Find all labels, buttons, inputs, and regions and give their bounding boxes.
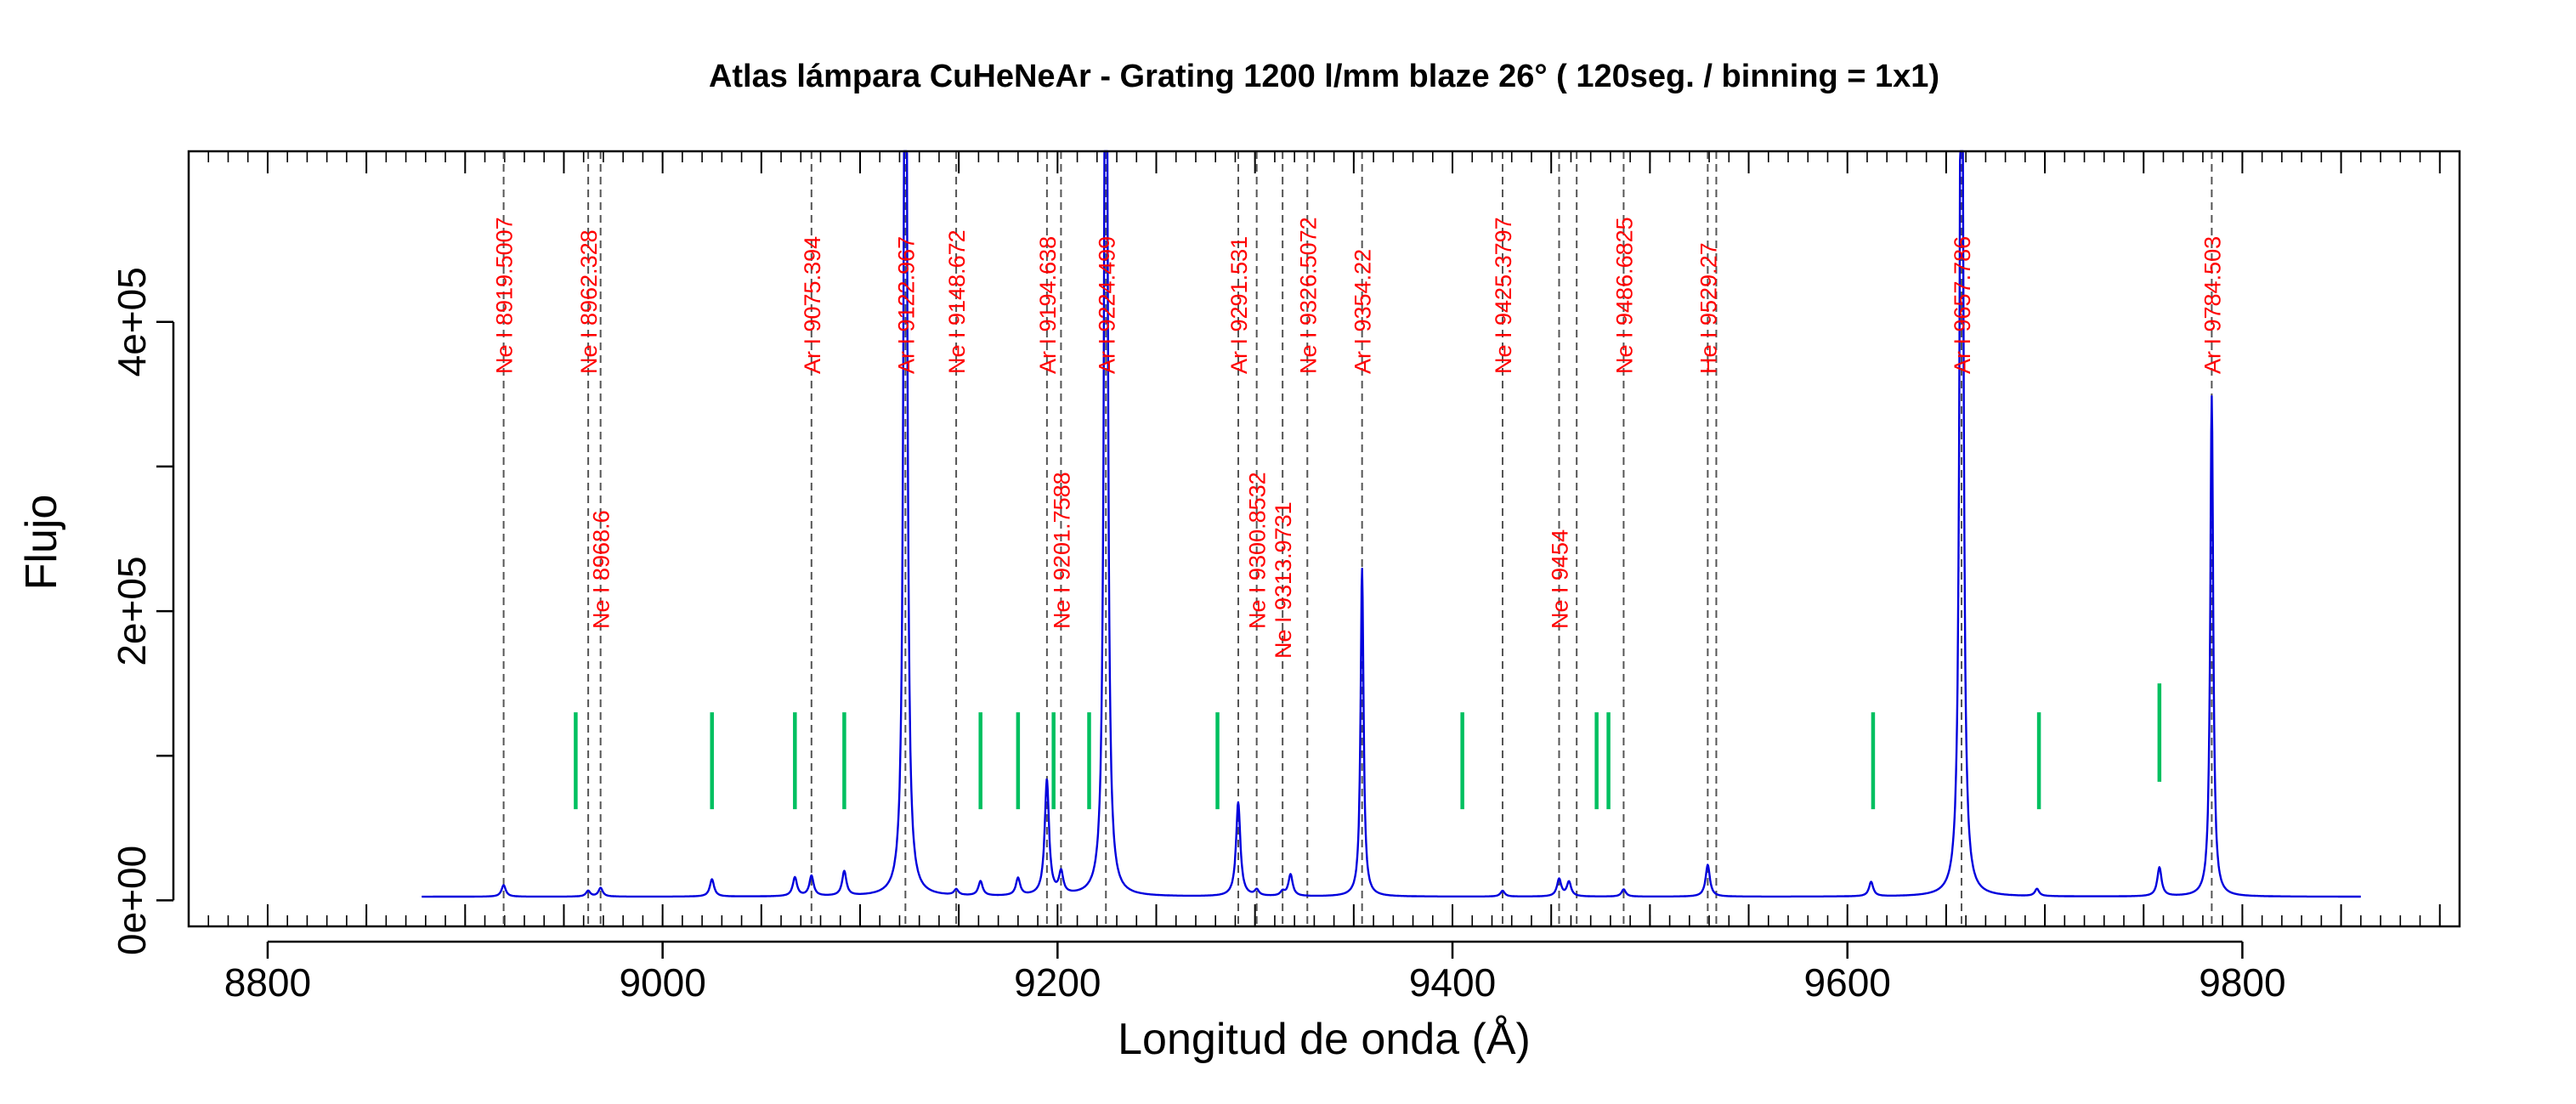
line-id-label: Ne I 8962.328 (576, 229, 602, 374)
extra-markers (574, 683, 2162, 810)
line-id-label: Ar I 9075.394 (800, 236, 825, 374)
line-id-label: Ne I 9148.672 (944, 229, 970, 374)
line-id-label: Ne I 9486.6825 (1611, 217, 1637, 374)
line-id-label: Ne I 9454 (1548, 529, 1573, 629)
spectrum-line (421, 150, 2362, 898)
x-tick-label: 9600 (1804, 960, 1891, 1005)
line-id-labels: Ne I 8919.5007 Ne I 8962.328 Ne I 8968.6 Ar… (492, 217, 2226, 659)
line-id-label: Ar I 9194.638 (1035, 236, 1061, 374)
x-tick-label: 9000 (619, 960, 705, 1005)
chart-title: Atlas lámpara CuHeNeAr - Grating 1200 l/… (709, 59, 1939, 94)
x-tick-label: 9400 (1409, 960, 1496, 1005)
line-id-label: Ne I 8919.5007 (492, 217, 518, 374)
x-tick-label: 8800 (224, 960, 311, 1005)
line-id-label: Ne I 9300.8532 (1245, 472, 1271, 629)
minor-ticks (207, 151, 2441, 926)
line-id-label: Ar I 9784.503 (2200, 236, 2225, 374)
y-tick-label: 0e+00 (110, 846, 154, 955)
line-id-markers (502, 151, 2213, 926)
spectrum-series (421, 150, 2362, 898)
y-axis-label: Flujo (17, 495, 66, 591)
line-id-label: He I 9529.27 (1696, 242, 1721, 374)
line-id-label: Ar I 9354.22 (1350, 249, 1376, 374)
line-id-label: Ne I 9326.5072 (1295, 217, 1321, 374)
y-tick-label: 4e+05 (110, 267, 154, 376)
line-id-label: Ar I 9122.967 (893, 236, 919, 374)
line-id-label: Ar I 9657.786 (1950, 236, 1975, 374)
line-id-label: Ar I 9291.531 (1226, 236, 1252, 374)
x-axis-label: Longitud de onda (Å) (1118, 1015, 1531, 1064)
y-tick-label: 2e+05 (110, 556, 154, 665)
x-tick-label: 9200 (1014, 960, 1101, 1005)
x-tick-label: 9800 (2199, 960, 2285, 1005)
line-id-label: Ne I 9201.7588 (1049, 472, 1074, 629)
line-id-label: Ar I 9224.499 (1094, 236, 1119, 374)
line-id-label: Ne I 9425.3797 (1491, 217, 1516, 374)
line-id-label: Ne I 8968.6 (589, 510, 614, 629)
plot-frame (187, 150, 2461, 928)
line-id-label: Ne I 9313.9731 (1271, 501, 1296, 659)
major-ticks (266, 151, 2441, 926)
